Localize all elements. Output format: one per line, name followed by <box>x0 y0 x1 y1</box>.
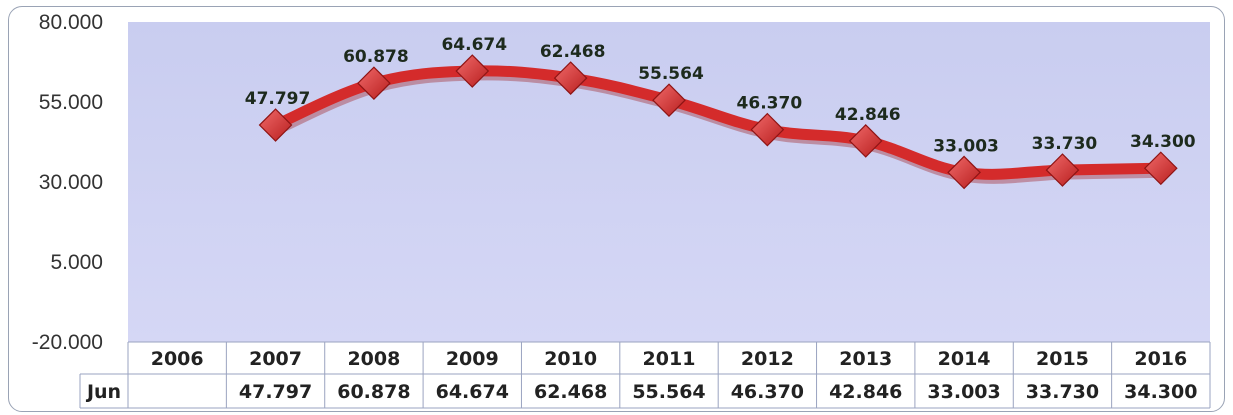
table-value-cell: 34.300 <box>1124 381 1197 403</box>
x-tick-label: 2011 <box>643 348 696 370</box>
series-point <box>652 83 686 118</box>
table-value-cell: 62.468 <box>534 381 607 403</box>
x-tick-label: 2012 <box>741 348 794 370</box>
data-label: 46.370 <box>737 94 803 114</box>
series-line <box>270 65 1167 180</box>
y-tick-label: -20.000 <box>32 331 103 354</box>
table-value-cell: 33.730 <box>1026 381 1099 403</box>
data-table-row: Jun 47.797 60.878 64.674 62.468 55.564 46.370 4… <box>85 381 1198 403</box>
x-tick-label: 2009 <box>446 348 499 370</box>
series-point <box>947 155 981 190</box>
table-value-cell: 64.674 <box>436 381 509 403</box>
data-label: 34.300 <box>1130 132 1196 152</box>
series-layer <box>258 54 1178 190</box>
table-value-cell: 33.003 <box>927 381 1000 403</box>
x-tick-label: 2008 <box>347 348 400 370</box>
series-point <box>848 124 883 158</box>
table-value-cell: 47.797 <box>239 381 312 403</box>
x-tick-label: 2016 <box>1134 348 1187 370</box>
table-value-cell: 55.564 <box>632 381 705 403</box>
plot-area <box>128 22 1210 342</box>
table-value-cell: 46.370 <box>731 381 804 403</box>
data-labels: 47.797 60.878 64.674 62.468 55.564 46.370 42.8… <box>245 35 1196 156</box>
series-point <box>1045 153 1080 187</box>
data-label: 33.730 <box>1032 134 1098 154</box>
x-axis: 2006 2007 2008 2009 2010 2011 2012 2013 2014 2015… <box>151 348 1188 370</box>
data-label: 60.878 <box>343 47 409 67</box>
x-tick-label: 2007 <box>249 348 302 370</box>
data-label: 64.674 <box>441 35 507 55</box>
y-tick-label: 55.000 <box>39 91 103 114</box>
x-tick-label: 2010 <box>544 348 597 370</box>
series-point <box>258 108 293 142</box>
data-label: 55.564 <box>638 64 704 84</box>
series-name-cell: Jun <box>85 381 121 403</box>
data-label: 33.003 <box>933 136 999 156</box>
x-tick-label: 2006 <box>151 348 204 370</box>
data-label: 42.846 <box>835 105 901 125</box>
y-axis: 80.000 55.000 30.000 5.000 -20.000 <box>32 11 103 354</box>
x-tick-label: 2013 <box>839 348 892 370</box>
y-tick-label: 80.000 <box>39 11 103 34</box>
x-tick-label: 2015 <box>1036 348 1089 370</box>
data-label: 47.797 <box>245 89 311 109</box>
series-point <box>357 66 391 101</box>
table-value-cell: 42.846 <box>829 381 902 403</box>
y-tick-label: 30.000 <box>39 171 103 194</box>
series-point <box>455 54 490 88</box>
table-value-cell: 60.878 <box>337 381 410 403</box>
data-table-grid <box>79 341 1211 409</box>
series-point <box>750 112 785 147</box>
x-tick-label: 2014 <box>938 348 991 370</box>
y-tick-label: 5.000 <box>50 251 103 274</box>
series-point <box>1143 151 1178 186</box>
series-point <box>553 61 588 95</box>
data-label: 62.468 <box>540 42 606 62</box>
